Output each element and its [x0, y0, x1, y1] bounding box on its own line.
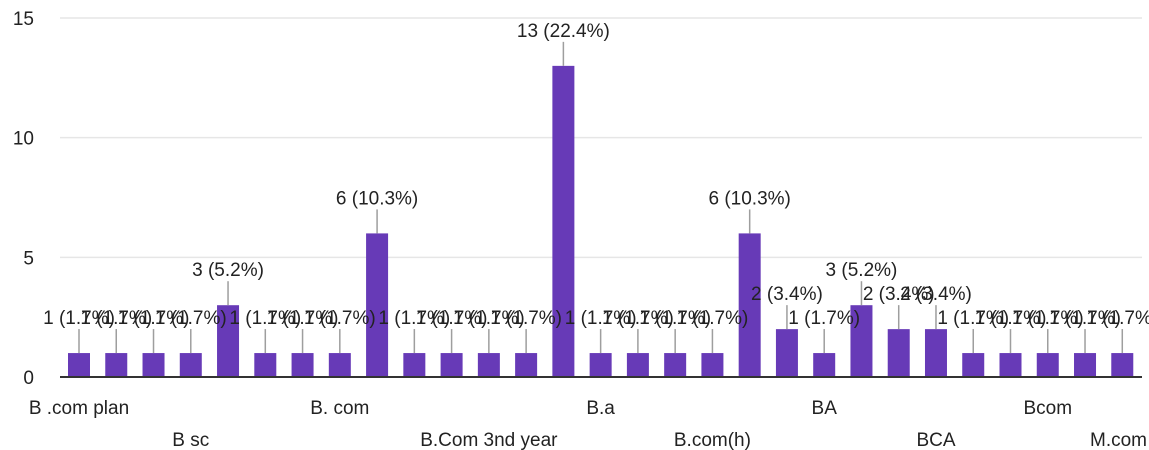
- data-label: 2 (3.4%): [751, 284, 823, 305]
- bar: [813, 353, 836, 377]
- data-label: 3 (5.2%): [192, 260, 264, 281]
- data-label: 1 (1.7%): [490, 308, 562, 329]
- data-label: 6 (10.3%): [708, 188, 790, 209]
- data-label: 1 (1.7%): [1086, 308, 1149, 329]
- bar: [924, 329, 947, 377]
- bar: [552, 65, 575, 377]
- bar: [217, 305, 240, 377]
- bar: [1074, 353, 1097, 377]
- bar: [701, 353, 724, 377]
- data-label: 2 (3.4%): [863, 284, 935, 305]
- data-label: 1 (1.7%): [677, 308, 749, 329]
- x-tick-label: B. com: [310, 398, 369, 419]
- bar: [850, 305, 873, 377]
- bar: [664, 353, 687, 377]
- bar: [328, 353, 351, 377]
- data-label: 1 (1.7%): [267, 308, 339, 329]
- x-tick-label: B.com(h): [674, 430, 751, 450]
- data-label: 1 (1.7%): [937, 308, 1009, 329]
- bar: [254, 353, 277, 377]
- data-label: 1 (1.7%): [639, 308, 711, 329]
- bar-series: [68, 65, 1134, 377]
- y-axis-tick-labels: 0 5 10 15: [13, 9, 34, 389]
- bar: [142, 353, 165, 377]
- data-label: 1 (1.7%): [229, 308, 301, 329]
- data-label: 1 (1.7%): [304, 308, 376, 329]
- bar: [68, 353, 90, 377]
- bar: [179, 353, 202, 377]
- data-label: 6 (10.3%): [336, 188, 418, 209]
- bar: [999, 353, 1022, 377]
- bar: [440, 353, 463, 377]
- x-axis-tick-labels: B .com plan B sc B. com B.Com 3nd year B.a B.…: [29, 398, 1147, 450]
- x-tick-label: BA: [812, 398, 838, 419]
- x-tick-label: BCA: [916, 430, 955, 450]
- data-label: 1 (1.7%): [155, 308, 227, 329]
- x-tick-label: M.com: [1090, 430, 1147, 450]
- data-label: 1 (1.7%): [118, 308, 190, 329]
- y-tick-label: 5: [23, 248, 34, 269]
- x-tick-label: Bcom: [1023, 398, 1072, 419]
- bar: [775, 329, 798, 377]
- data-label: 1 (1.7%): [1012, 308, 1084, 329]
- bar: [477, 353, 500, 377]
- data-label: 1 (1.7%): [416, 308, 488, 329]
- x-tick-label: B.Com 3nd year: [420, 430, 558, 450]
- bar: [738, 233, 761, 377]
- data-label: 1 (1.7%): [80, 308, 152, 329]
- data-label: 1 (1.7%): [788, 308, 860, 329]
- data-label: 1 (1.7%): [1049, 308, 1121, 329]
- bar: [962, 353, 985, 377]
- y-tick-label: 10: [13, 129, 34, 150]
- gridlines: [60, 17, 1142, 259]
- data-label: 1 (1.7%): [378, 308, 450, 329]
- bar: [515, 353, 538, 377]
- bar: [887, 329, 910, 377]
- x-tick-label: B .com plan: [29, 398, 129, 419]
- x-tick-label: B sc: [172, 430, 209, 450]
- data-label: 1 (1.7%): [602, 308, 674, 329]
- bar: [1111, 353, 1134, 377]
- y-tick-label: 15: [13, 9, 34, 30]
- bar: [589, 353, 612, 377]
- bar: [1036, 353, 1059, 377]
- x-tick-label: B.a: [586, 398, 615, 419]
- data-labels: 1 (1.7%)1 (1.7%)1 (1.7%)1 (1.7%)3 (5.2%)…: [43, 21, 1149, 354]
- bar: [105, 353, 128, 377]
- bar: [291, 353, 314, 377]
- data-label: 13 (22.4%): [517, 21, 610, 42]
- bar: [626, 353, 649, 377]
- bar: [403, 353, 426, 377]
- data-label: 1 (1.7%): [565, 308, 637, 329]
- data-label: 1 (1.7%): [453, 308, 525, 329]
- data-label: 2 (3.4%): [900, 284, 972, 305]
- data-label: 1 (1.7%): [43, 308, 115, 329]
- data-label: 1 (1.7%): [975, 308, 1047, 329]
- bar: [366, 233, 389, 377]
- data-label: 3 (5.2%): [826, 260, 898, 281]
- y-tick-label: 0: [23, 368, 34, 389]
